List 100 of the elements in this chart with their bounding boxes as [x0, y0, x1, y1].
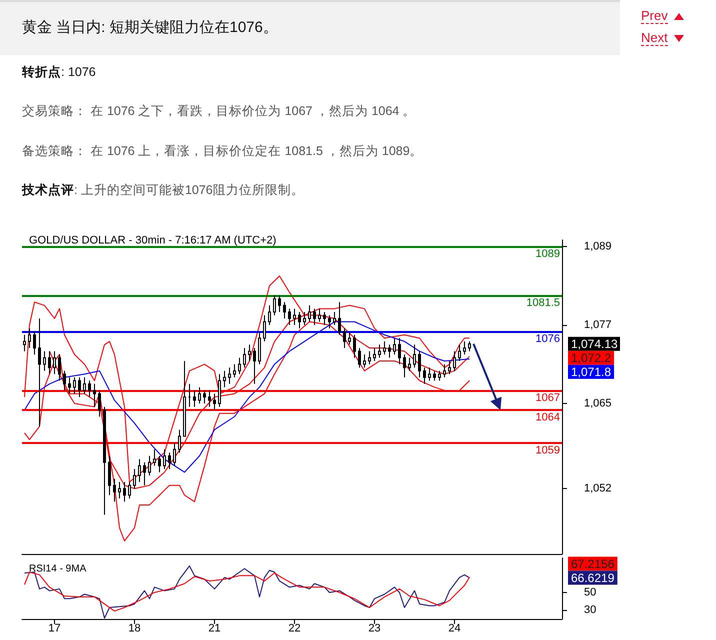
text: 67.2156: [571, 556, 615, 571]
candlestick: [468, 340, 471, 352]
candlestick: [78, 376, 81, 398]
candlestick: [173, 442, 176, 466]
candlestick: [298, 311, 301, 329]
candlestick: [273, 295, 276, 316]
chart-title: GOLD/US DOLLAR - 30min - 7:16:17 AM (UTC+2): [29, 234, 276, 246]
candlestick: [53, 350, 56, 375]
candlestick: [93, 383, 96, 408]
candlestick: [108, 455, 111, 496]
candlestick: [333, 311, 336, 326]
candlestick: [133, 468, 136, 490]
candlestick: [303, 311, 306, 326]
candlestick: [218, 374, 221, 408]
candlestick: [293, 308, 296, 326]
candlestick: [203, 390, 206, 404]
text: RSI14 - 9MA: [29, 564, 87, 574]
candlestick: [438, 370, 441, 382]
candlestick: [118, 482, 121, 499]
candlestick: [378, 344, 381, 358]
candlestick: [433, 370, 436, 382]
candlestick: [33, 331, 36, 355]
y-tick-label: 1,052: [584, 482, 612, 495]
candlestick: [363, 354, 366, 368]
candlestick: [128, 482, 131, 499]
x-tick-label: 18: [128, 622, 141, 634]
candlestick: [208, 390, 211, 408]
y-tick-label: 30: [584, 604, 596, 616]
candlestick: [448, 360, 451, 375]
candlestick: [153, 448, 156, 466]
ref-line-label: 1081.5: [526, 297, 560, 310]
text: 1,072.2: [571, 350, 612, 365]
candlestick: [183, 360, 186, 437]
text: 备选策略： 在 1076 上，看涨，目标价位定在 1081.5 ，然后为 1089。: [22, 144, 423, 158]
candlestick: [243, 347, 246, 368]
candlestick: [398, 338, 401, 365]
candlestick: [343, 328, 346, 348]
candlestick: [403, 354, 406, 378]
ref-line-label: 1089: [536, 248, 560, 260]
line-series: [24, 572, 470, 612]
candlestick: [373, 347, 376, 362]
ref-line-label: 1064: [536, 412, 560, 424]
candlestick: [423, 367, 426, 384]
text: 1,071.8: [571, 364, 612, 379]
candlestick: [73, 376, 76, 394]
candlestick: [193, 390, 196, 408]
x-tick-label: 22: [288, 622, 301, 634]
ref-line-label: 1067: [536, 392, 560, 404]
candlestick: [383, 340, 386, 355]
candlestick: [453, 350, 456, 372]
candlestick: [413, 344, 416, 368]
candlestick: [318, 308, 321, 322]
candlestick: [123, 482, 126, 502]
candlestick: [188, 383, 191, 408]
candlestick: [43, 350, 46, 372]
candlestick: [113, 478, 116, 502]
text: Prev: [641, 8, 668, 24]
text: 技术点评: 上升的空间可能被1076阻力位所限制。: [22, 183, 304, 197]
candlestick: [263, 314, 266, 342]
y-tick-label: 1,065: [584, 398, 612, 410]
text: 66.6219: [571, 570, 615, 585]
candlestick: [148, 455, 151, 476]
candlestick: [463, 340, 466, 355]
candlestick: [248, 344, 251, 362]
candlestick: [408, 357, 411, 372]
candlestick: [68, 376, 71, 394]
candlestick: [458, 344, 461, 362]
candlestick: [288, 308, 291, 326]
candlestick: [213, 393, 216, 411]
text: 转折点: 1076: [22, 65, 96, 79]
x-tick-label: 17: [48, 622, 61, 634]
ref-line-label: 1059: [536, 444, 560, 456]
candlestick: [58, 354, 61, 382]
candlestick: [283, 302, 286, 319]
candlestick: [443, 364, 446, 378]
candlestick: [388, 344, 391, 358]
candlestick: [138, 458, 141, 483]
candlestick: [88, 380, 91, 398]
candlestick: [198, 386, 201, 404]
text: 黄金 当日内: 短期关键阻力位在1076。: [22, 18, 278, 37]
ref-line-label: 1076: [536, 333, 560, 346]
candlestick: [368, 350, 371, 365]
candlestick: [38, 318, 41, 427]
text: 1,074.13: [571, 336, 618, 351]
candlestick: [418, 350, 421, 378]
candlestick: [23, 334, 26, 352]
candlestick: [103, 406, 106, 516]
line-series: [24, 565, 470, 619]
candlestick: [253, 347, 256, 384]
candlestick: [338, 302, 341, 336]
candlestick: [348, 331, 351, 346]
candlestick: [328, 314, 331, 329]
candlestick: [323, 311, 326, 326]
candlestick: [98, 390, 101, 418]
candlestick: [358, 347, 361, 368]
candlestick: [48, 350, 51, 375]
candlestick: [163, 448, 166, 470]
text: Next: [641, 30, 668, 46]
candlestick: [258, 331, 261, 365]
candlestick: [83, 376, 86, 394]
